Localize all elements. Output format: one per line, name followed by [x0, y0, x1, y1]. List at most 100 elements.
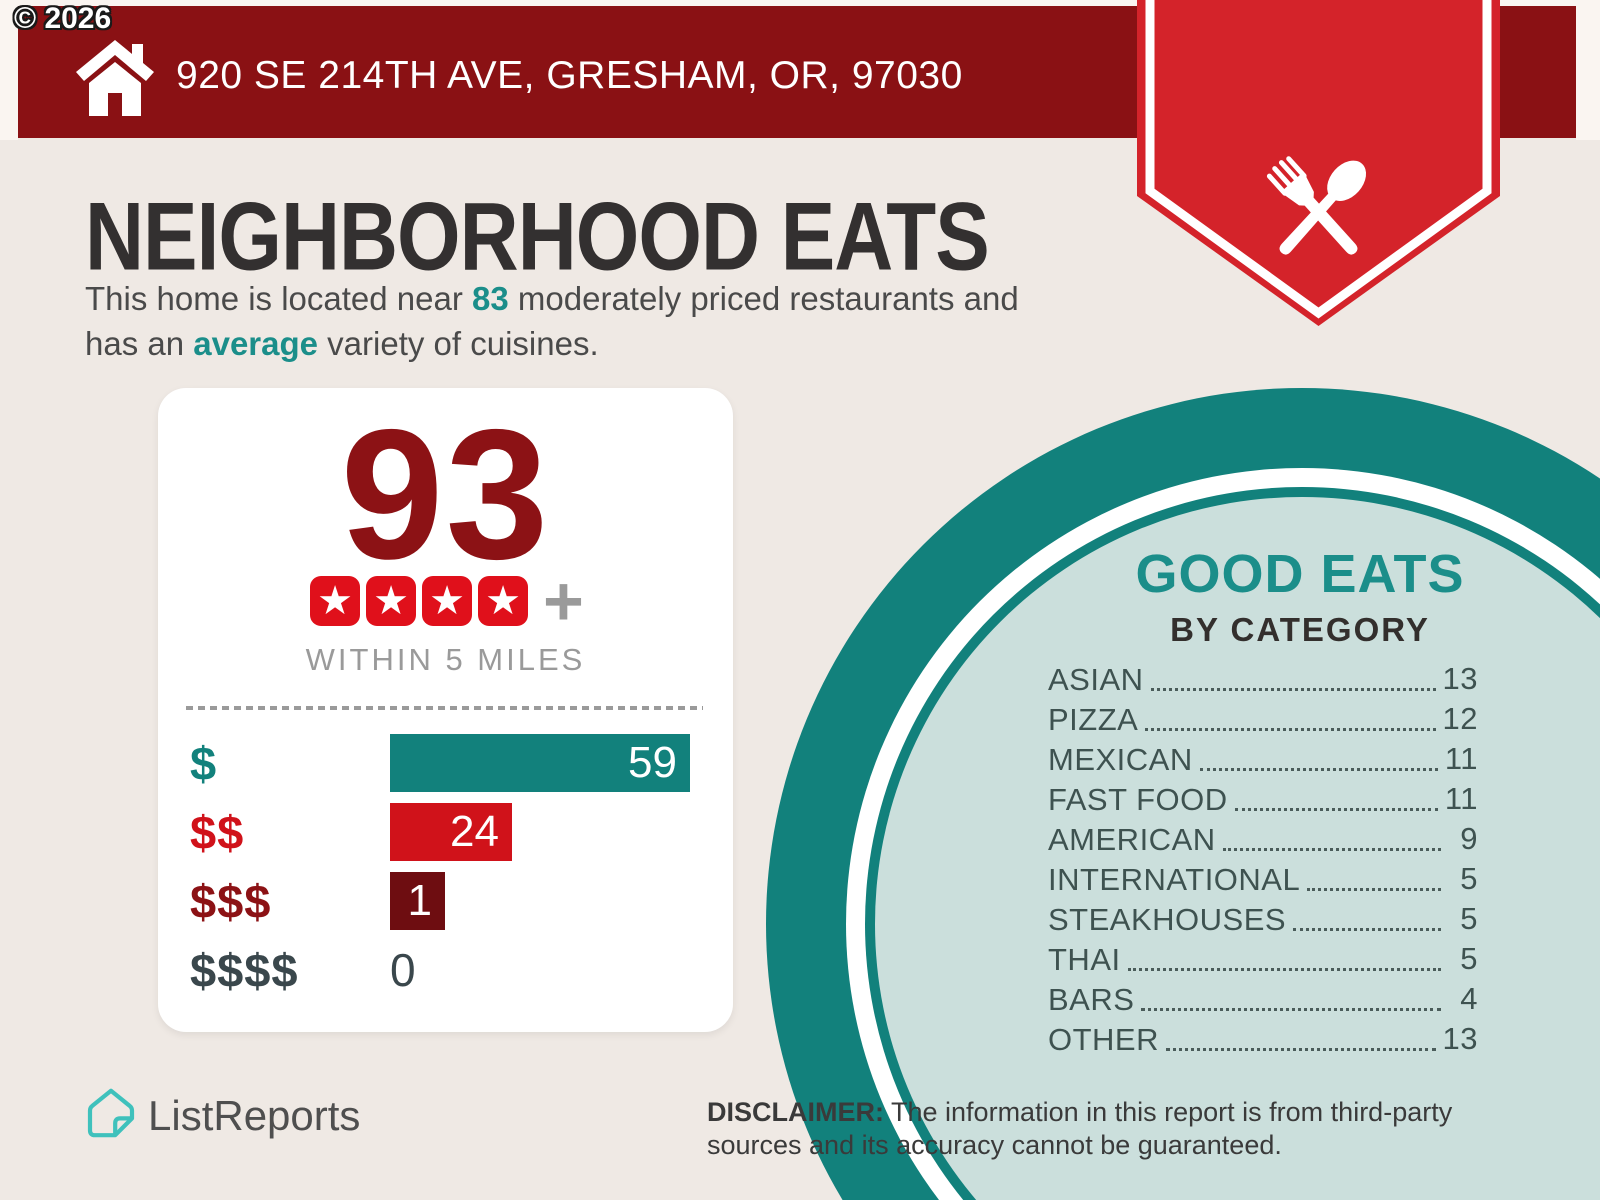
listreports-logo-icon: [87, 1088, 135, 1138]
category-name: BARS: [1048, 982, 1135, 1017]
category-count: 5: [1460, 861, 1478, 896]
star-icon: ★: [366, 576, 417, 626]
category-count: 5: [1460, 901, 1478, 936]
dotted-leader: [1127, 968, 1441, 971]
disclaimer-text: The information in this report is from t…: [707, 1097, 1453, 1160]
category-row: THAI 5: [1048, 938, 1478, 978]
category-name: STEAKHOUSES: [1048, 902, 1287, 937]
intro-line1-pre: This home is located near: [85, 280, 473, 317]
bar-value: 0: [390, 944, 416, 996]
category-count: 13: [1442, 1021, 1478, 1056]
category-count: 13: [1442, 661, 1478, 696]
food-report-badge: [1137, 0, 1500, 326]
bar-track: 59: [390, 734, 693, 792]
bar: 24: [390, 803, 512, 861]
category-name: PIZZA: [1048, 702, 1139, 737]
page-title: NEIGHBORHOOD EATS: [85, 183, 990, 291]
property-address: 920 SE 214TH AVE, GRESHAM, OR, 97030: [176, 54, 963, 97]
disclaimer-label: DISCLAIMER:: [707, 1097, 884, 1127]
intro-sentence: This home is located near 83 moderately …: [85, 276, 1019, 366]
intro-line2-pre: has an: [85, 325, 194, 362]
price-tier-label: $$$$: [190, 943, 299, 997]
bar: 59: [390, 734, 690, 792]
variety-word: average: [193, 325, 319, 362]
category-count: 11: [1444, 781, 1478, 816]
star-icon: ★: [310, 576, 361, 626]
dotted-leader: [1150, 688, 1436, 691]
star-glyph: ★: [429, 579, 465, 623]
category-count: 11: [1444, 741, 1478, 776]
star-rating: ★ ★ ★ ★ +: [158, 562, 733, 640]
category-row: FAST FOOD 11: [1048, 778, 1478, 818]
category-list: ASIAN 13 PIZZA 12 MEXICAN 11 FAST FOOD 11 AMERIC…: [1048, 658, 1478, 1058]
restaurant-score: 93: [340, 392, 551, 598]
page-margin-left: [0, 0, 18, 140]
category-row: INTERNATIONAL 5: [1048, 858, 1478, 898]
category-row: MEXICAN 11: [1048, 738, 1478, 778]
category-row: OTHER 13: [1048, 1018, 1478, 1058]
price-tier-row: $$ 24: [190, 803, 693, 861]
category-name: OTHER: [1048, 1022, 1159, 1057]
price-tier-label: $$$: [190, 874, 272, 928]
page-margin-top: [0, 0, 1600, 6]
bar-track: 24: [390, 803, 693, 861]
price-tier-label: $: [190, 736, 218, 790]
star-icon: ★: [422, 576, 473, 626]
price-tier-bar-chart: $59 $$ 24 $$$ 1 $$$$ 0: [190, 734, 693, 1010]
category-count: 5: [1460, 941, 1478, 976]
bar-value: 59: [628, 738, 677, 787]
page-margin-right: [1576, 0, 1600, 140]
category-count: 12: [1442, 701, 1478, 736]
bar: 1: [390, 872, 445, 930]
category-row: AMERICAN 9: [1048, 818, 1478, 858]
spoon-fork-icon: [1266, 156, 1367, 255]
intro-line1-post: moderately priced restaurants and: [508, 280, 1019, 317]
category-row: BARS 4: [1048, 978, 1478, 1018]
intro-line2-post: variety of cuisines.: [318, 325, 599, 362]
category-name: AMERICAN: [1048, 822, 1216, 857]
dotted-leader: [1145, 728, 1436, 731]
dashed-divider: [186, 706, 703, 710]
category-count: 9: [1460, 821, 1478, 856]
radius-label: WITHIN 5 MILES: [305, 642, 586, 677]
disclaimer: DISCLAIMER: The information in this repo…: [707, 1096, 1497, 1162]
bar-track: 0: [390, 941, 693, 999]
dotted-leader: [1293, 928, 1441, 931]
category-name: THAI: [1048, 942, 1121, 977]
category-name: FAST FOOD: [1048, 782, 1228, 817]
category-row: PIZZA 12: [1048, 698, 1478, 738]
good-eats-subtitle: BY CATEGORY: [1170, 611, 1430, 648]
category-row: ASIAN 13: [1048, 658, 1478, 698]
restaurant-count: 83: [472, 280, 509, 317]
bar-value: 1: [407, 876, 432, 925]
dotted-leader: [1222, 848, 1441, 851]
category-count: 4: [1460, 981, 1478, 1016]
dotted-leader: [1166, 1048, 1436, 1051]
dotted-leader: [1234, 808, 1438, 811]
price-tier-row: $$$ 1: [190, 872, 693, 930]
category-name: ASIAN: [1048, 662, 1144, 697]
star-glyph: ★: [373, 579, 409, 623]
dotted-leader: [1307, 888, 1441, 891]
good-eats-header: GOOD EATS BY CATEGORY: [1085, 543, 1515, 649]
dotted-leader: [1141, 1008, 1441, 1011]
star-glyph: ★: [485, 579, 521, 623]
plus-icon: +: [543, 562, 584, 640]
bar-value: 24: [450, 807, 499, 856]
star-glyph: ★: [317, 579, 353, 623]
dotted-leader: [1199, 768, 1438, 771]
category-name: INTERNATIONAL: [1048, 862, 1301, 897]
category-row: STEAKHOUSES 5: [1048, 898, 1478, 938]
price-tier-row: $59: [190, 734, 693, 792]
listreports-wordmark: ListReports: [148, 1092, 361, 1139]
price-tier-row: $$$$ 0: [190, 941, 693, 999]
copyright-text: © 2026: [14, 2, 112, 35]
bar-track: 1: [390, 872, 693, 930]
home-icon: [76, 40, 154, 116]
price-tier-label: $$: [190, 805, 245, 859]
category-name: MEXICAN: [1048, 742, 1193, 777]
good-eats-title: GOOD EATS: [1135, 544, 1465, 604]
star-icon: ★: [478, 576, 529, 626]
score-card: 93 ★ ★ ★ ★ + WITHIN 5 MILES $59 $$ 24 $$$ 1 $$$$ 0: [158, 388, 733, 1032]
